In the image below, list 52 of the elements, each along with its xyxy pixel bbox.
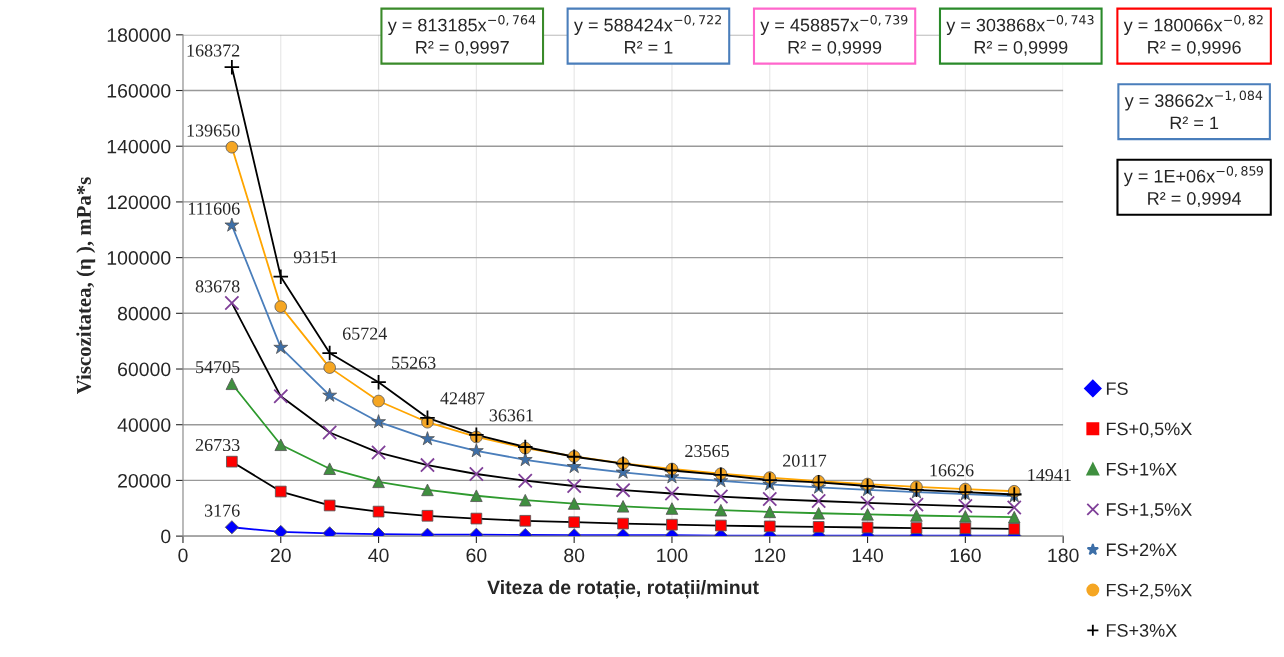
text: y = 588424x$^{−0,722}$ R² = 1 bbox=[573, 14, 721, 54]
data-label: 3176 bbox=[204, 504, 240, 517]
y-tick-label: 160000 bbox=[107, 83, 171, 98]
legend-label: FS+3%X bbox=[1106, 624, 1177, 637]
x-tick-label: 40 bbox=[368, 548, 389, 563]
x-tick-label: 80 bbox=[564, 548, 585, 563]
x-tick-label: 100 bbox=[657, 548, 688, 563]
y-tick-label: 100000 bbox=[107, 251, 171, 265]
legend-label: FS+1%X bbox=[1106, 462, 1177, 476]
data-label: 20117 bbox=[783, 454, 827, 467]
data-label: 54705 bbox=[196, 360, 240, 374]
y-tick-label: 0 bbox=[161, 529, 171, 544]
data-label: 42487 bbox=[440, 392, 485, 405]
text: y = 1E+06x$^{−0,859}$ R² = 0,9994 bbox=[1123, 166, 1263, 207]
data-label: 55263 bbox=[392, 356, 436, 369]
data-label: 16626 bbox=[930, 464, 974, 477]
annotation: y = 303868x$^{−0,743}$ R² = 0,9999 bbox=[946, 14, 1094, 56]
data-label: 168372 bbox=[187, 44, 240, 57]
y-tick-label: 40000 bbox=[117, 418, 171, 432]
x-tick-label: 180 bbox=[1048, 548, 1079, 563]
data-label: 111606 bbox=[188, 202, 240, 215]
annotation: y = 813185x$^{−0,764}$ R² = 0,9997 bbox=[387, 14, 536, 56]
x-tick-label: 20 bbox=[270, 548, 291, 563]
legend-label: FS+2,5%X bbox=[1106, 583, 1192, 599]
text: y = 38662x$^{−1,084}$ R² = 1 bbox=[1124, 90, 1263, 130]
legend-label: FS+1,5%X bbox=[1106, 503, 1192, 519]
data-label: 93151 bbox=[293, 251, 338, 264]
data-label: 14941 bbox=[1028, 468, 1071, 482]
x-tick-label: 160 bbox=[950, 548, 981, 563]
y-tick-label: 60000 bbox=[118, 362, 171, 377]
y-tick-label: 20000 bbox=[118, 473, 171, 488]
x-tick-label: 0 bbox=[178, 548, 188, 563]
x-tick-label: 120 bbox=[755, 548, 786, 563]
data-label: 83678 bbox=[195, 280, 240, 293]
legend-label: FS+2%X bbox=[1106, 543, 1177, 557]
data-label: 23565 bbox=[685, 444, 729, 458]
y-tick-label: 120000 bbox=[107, 195, 171, 210]
x-axis-title: Viteza de rotație, rotații/minut bbox=[487, 579, 759, 599]
x-tick-label: 60 bbox=[466, 548, 487, 563]
y-tick-label: 80000 bbox=[117, 306, 171, 321]
data-label: 36361 bbox=[489, 409, 533, 422]
data-label: 139650 bbox=[187, 124, 240, 137]
y-axis-title: Viscozitatea, (η ), mPa*s bbox=[76, 177, 96, 395]
legend-label: FS+0,5%X bbox=[1106, 422, 1192, 438]
legend-label: FS bbox=[1106, 382, 1128, 395]
data-label: 65724 bbox=[342, 327, 388, 340]
y-tick-label: 180000 bbox=[107, 28, 171, 43]
annotation: y = 458857x$^{−0,739}$ R² = 0,9999 bbox=[760, 14, 908, 56]
y-tick-label: 140000 bbox=[107, 139, 171, 154]
x-tick-label: 140 bbox=[852, 548, 884, 563]
text: y = 180066x$^{−0,82}$ R² = 0,9996 bbox=[1123, 14, 1263, 56]
data-label: 26733 bbox=[195, 438, 240, 452]
